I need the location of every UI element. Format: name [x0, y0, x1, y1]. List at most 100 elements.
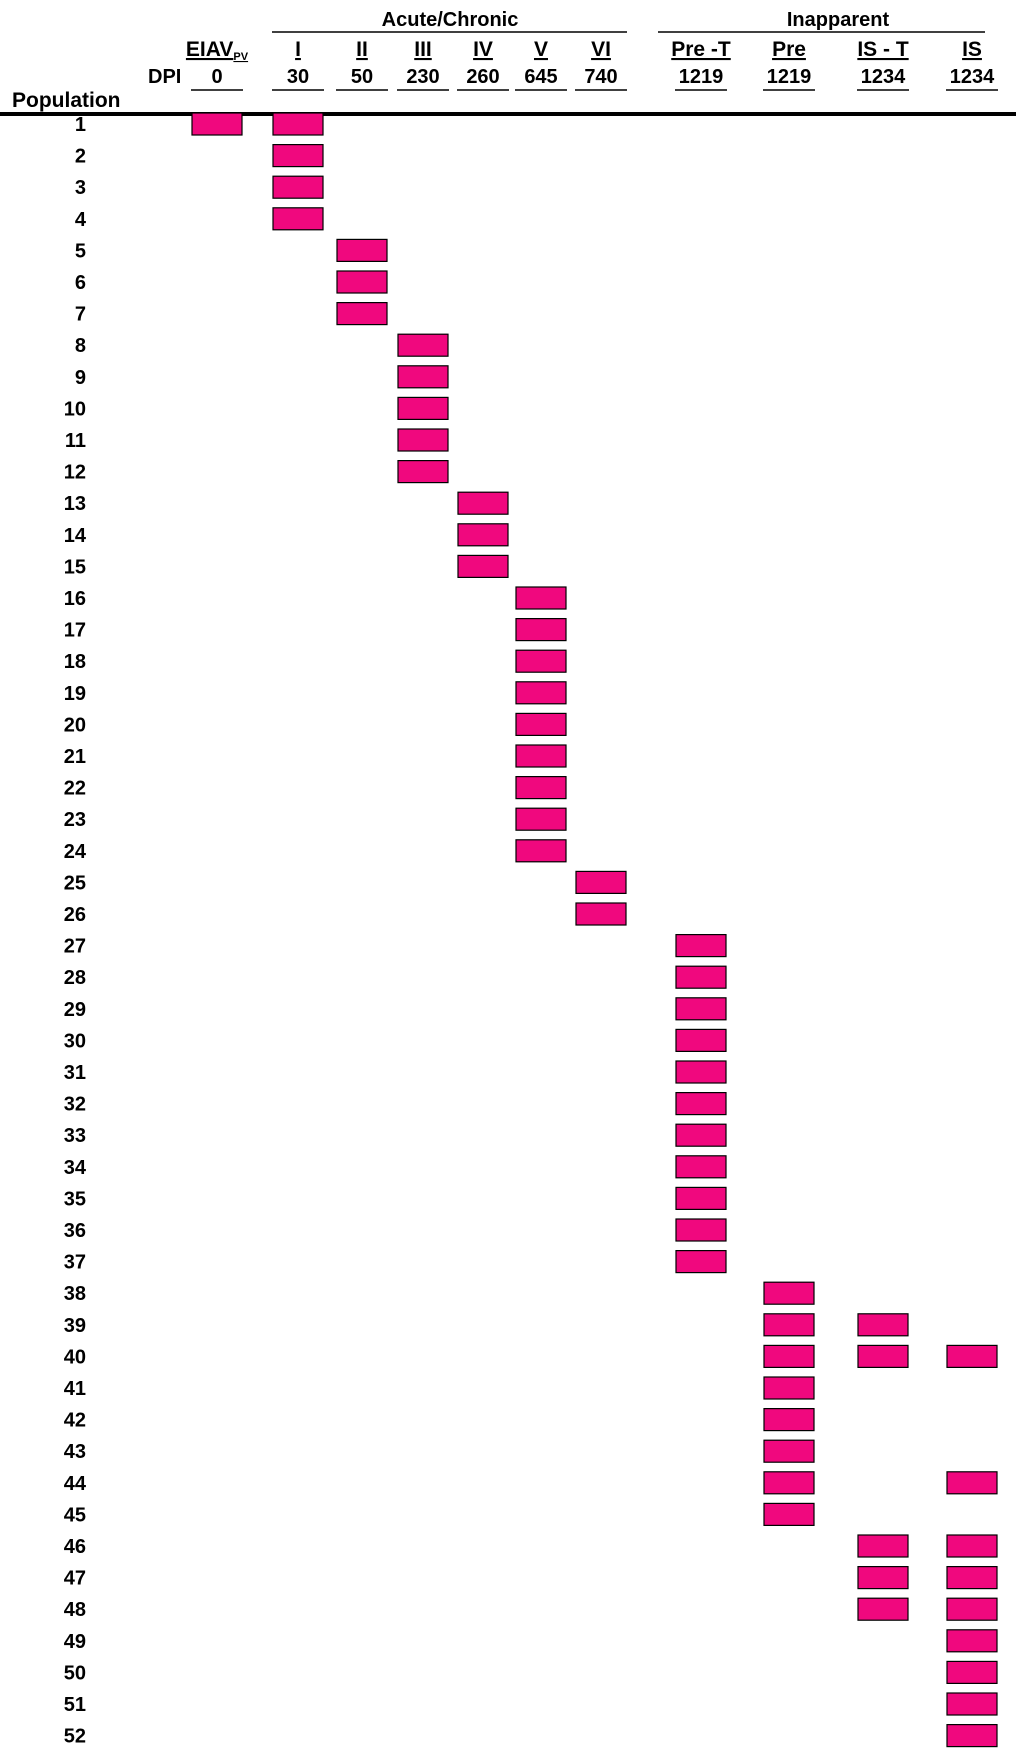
presence-bar — [675, 1028, 727, 1053]
presence-bar — [515, 839, 567, 863]
population-number: 35 — [64, 1188, 86, 1210]
population-row: 42 — [64, 1407, 815, 1432]
population-number: 49 — [64, 1631, 86, 1653]
population-number: 20 — [64, 714, 86, 736]
population-number: 32 — [64, 1094, 86, 1116]
population-number: 10 — [64, 398, 86, 420]
population-rows: 1234567891011121314151617181920212223242… — [64, 112, 998, 1748]
column-dpi-7: 1219 — [679, 66, 724, 88]
presence-bar — [575, 870, 627, 895]
population-row: 50 — [64, 1660, 998, 1685]
population-number: 28 — [64, 967, 86, 989]
presence-bar — [272, 144, 324, 168]
column-label-1: I — [295, 38, 301, 61]
presence-bar — [515, 775, 567, 800]
population-number: 33 — [64, 1125, 86, 1147]
presence-bar — [515, 681, 567, 705]
population-number: 7 — [75, 304, 86, 326]
population-row: 10 — [64, 396, 449, 420]
population-row: 49 — [64, 1629, 998, 1653]
population-row: 22 — [64, 775, 567, 800]
population-row: 25 — [64, 870, 627, 895]
population-row: 21 — [64, 744, 567, 768]
column-dpi-10: 1234 — [950, 66, 995, 88]
presence-bar — [675, 1186, 727, 1211]
population-row: 16 — [64, 586, 567, 610]
presence-bar — [675, 933, 727, 958]
presence-bar — [946, 1629, 998, 1653]
column-label-9: IS - T — [857, 38, 909, 61]
population-number: 27 — [64, 936, 86, 958]
column-dpi-2: 50 — [351, 66, 373, 88]
population-number: 19 — [64, 683, 86, 705]
presence-bar — [946, 1597, 998, 1621]
presence-bar — [857, 1344, 909, 1369]
presence-bar — [946, 1660, 998, 1685]
population-number: 34 — [64, 1157, 87, 1179]
population-row: 39 — [64, 1313, 909, 1337]
presence-bar — [397, 365, 449, 389]
population-number: 31 — [64, 1062, 86, 1084]
population-row: 51 — [64, 1692, 998, 1716]
population-number: 47 — [64, 1568, 86, 1590]
population-row: 52 — [64, 1723, 998, 1748]
presence-bar — [515, 807, 567, 831]
presence-bar — [397, 396, 449, 420]
population-row: 14 — [64, 523, 509, 547]
population-row: 45 — [64, 1502, 815, 1527]
population-row: 9 — [75, 365, 449, 389]
presence-bar — [675, 997, 727, 1021]
population-number: 2 — [75, 146, 86, 168]
column-label-subscript: PV — [233, 51, 248, 63]
population-number: 24 — [64, 841, 87, 863]
population-row: 36 — [64, 1218, 727, 1242]
population-row: 28 — [64, 965, 727, 989]
presence-bar — [191, 112, 243, 136]
column-label-6: VI — [591, 38, 611, 61]
population-number: 5 — [75, 240, 86, 262]
column-dpi-9: 1234 — [861, 66, 906, 88]
population-row: 17 — [64, 617, 567, 642]
population-number: 14 — [64, 525, 87, 547]
population-number: 4 — [75, 209, 87, 231]
population-number: 17 — [64, 620, 86, 642]
population-row: 37 — [64, 1249, 727, 1274]
population-number: 40 — [64, 1346, 86, 1368]
population-number: 43 — [64, 1441, 86, 1463]
population-number: 13 — [64, 493, 86, 515]
presence-bar — [397, 428, 449, 452]
population-number: 48 — [64, 1599, 86, 1621]
presence-bar — [336, 302, 388, 326]
population-row: 33 — [64, 1123, 727, 1147]
presence-bar — [675, 1123, 727, 1147]
presence-bar — [946, 1565, 998, 1590]
population-row: 32 — [64, 1091, 727, 1116]
population-label: Population — [12, 89, 121, 112]
column-dpi-4: 260 — [466, 66, 499, 88]
population-number: 6 — [75, 272, 86, 294]
population-row: 3 — [75, 175, 324, 199]
column-dpi-3: 230 — [406, 66, 439, 88]
presence-bar — [857, 1565, 909, 1590]
population-number: 29 — [64, 999, 86, 1021]
population-number: 12 — [64, 462, 86, 484]
column-dpi-8: 1219 — [767, 66, 812, 88]
presence-bar — [515, 617, 567, 642]
presence-bar — [946, 1344, 998, 1369]
column-label-10: IS — [962, 38, 982, 61]
population-row: 34 — [64, 1155, 727, 1179]
presence-bar — [457, 554, 509, 579]
presence-bar — [763, 1502, 815, 1527]
population-number: 26 — [64, 904, 86, 926]
population-row: 46 — [64, 1534, 998, 1558]
presence-bar — [675, 1218, 727, 1242]
population-number: 42 — [64, 1410, 86, 1432]
population-row: 47 — [64, 1565, 998, 1590]
presence-bar — [946, 1534, 998, 1558]
presence-bar — [763, 1313, 815, 1337]
population-number: 1 — [75, 114, 86, 136]
presence-bar — [457, 523, 509, 547]
presence-bar — [515, 586, 567, 610]
population-number: 41 — [64, 1378, 86, 1400]
